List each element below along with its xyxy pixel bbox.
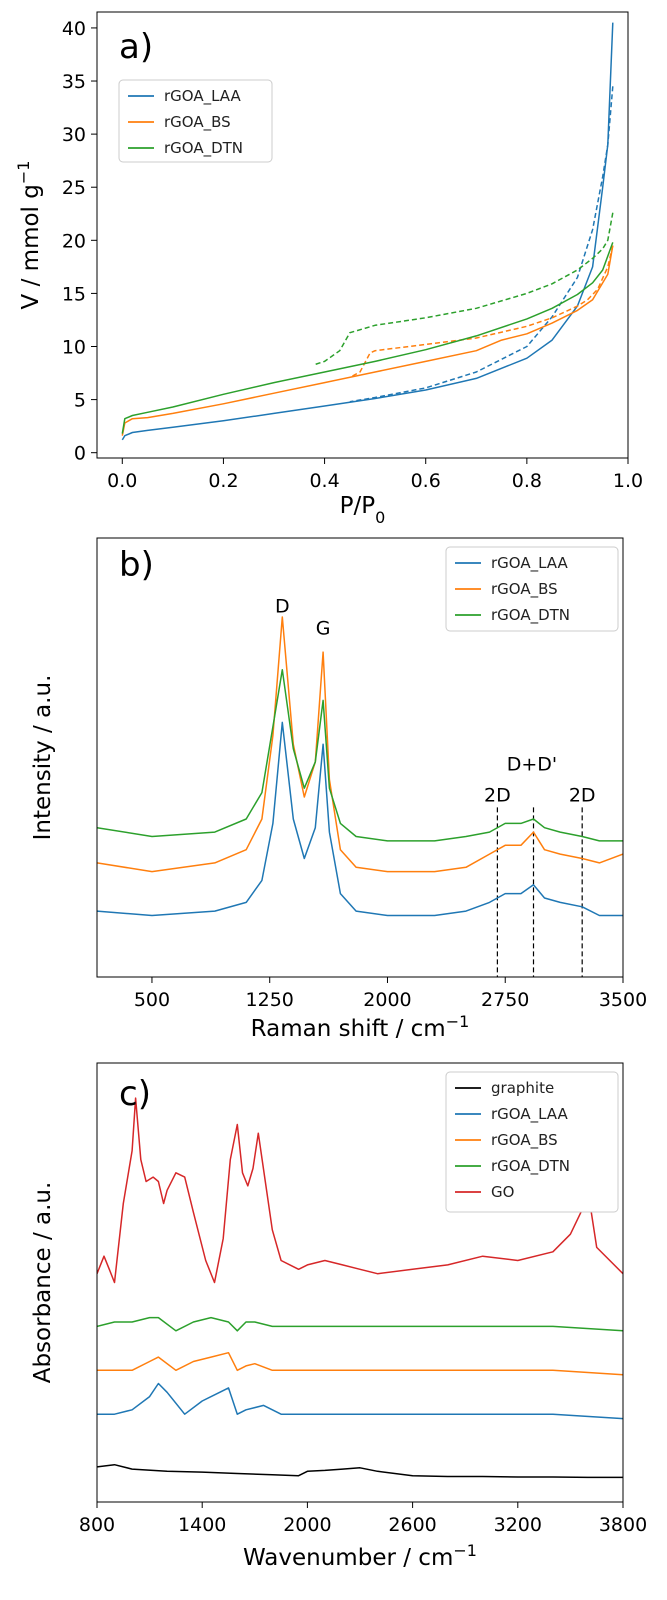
- series-line-rgoa-dtn: [97, 668, 623, 842]
- x-tick-label-0: 500: [134, 989, 170, 1011]
- series-line-rgoa-bs: [121, 245, 614, 436]
- plot-frame: [96, 537, 624, 978]
- x-tick-label-4: 3200: [494, 1514, 542, 1536]
- series-line-desorption-1: [349, 86, 614, 403]
- chart-panel-2: 500 1250 2000 2750 3500 Raman shift / cm−1 Int…: [30, 537, 647, 1043]
- x-tick-label-4: 3500: [599, 989, 647, 1011]
- plot-frame: [96, 1062, 624, 1503]
- x-tick-label-2: 0.4: [309, 470, 339, 492]
- x-tick-label-5: 1.0: [613, 470, 643, 492]
- y-axis-label-superscript: −1: [14, 161, 33, 185]
- y-tick-label-8: 40: [62, 18, 86, 40]
- series-line-rgoa-laa: [97, 721, 623, 917]
- series-line-go: [97, 1097, 623, 1284]
- chart-panel-1: 0.0 0.2 0.4 0.6 0.8 1.0 0 5 10 15 20 25 30 35 40 P/P0 V …: [14, 11, 643, 527]
- y-tick-label-7: 35: [62, 71, 86, 93]
- series-line-rgoa-laa: [97, 1382, 623, 1420]
- x-tick-label-2: 2000: [363, 989, 411, 1011]
- x-tick-label-0: 800: [79, 1514, 115, 1536]
- series-line-rgoa-dtn: [121, 242, 614, 434]
- y-tick-label-6: 30: [62, 124, 86, 146]
- series-line-rgoa-bs: [97, 1351, 623, 1376]
- x-axis-label: Wavenumber / cm−1: [243, 1541, 477, 1572]
- y-axis-label: Absorbance / a.u.: [30, 1182, 56, 1384]
- x-tick-label-4: 0.8: [512, 470, 542, 492]
- legend-box: [118, 79, 273, 163]
- x-tick-label-2: 2000: [283, 1514, 331, 1536]
- y-tick-label-2: 10: [62, 337, 86, 359]
- legend-box: [445, 1071, 619, 1213]
- x-axis-label: Raman shift / cm−1: [251, 1012, 470, 1043]
- peak-annotation-1: D: [275, 596, 290, 618]
- x-tick-label-3: 2750: [481, 989, 529, 1011]
- legend: rGOA_LAA rGOA_BS rGOA_DTN: [445, 546, 619, 632]
- legend-label-go: GO: [491, 1183, 514, 1201]
- series-line-rgoa-bs: [97, 616, 623, 873]
- legend-box: [445, 546, 619, 632]
- peak-annotation-2: G: [316, 618, 331, 640]
- x-axis-label-superscript: −1: [446, 1012, 470, 1031]
- x-axis-label-subscript: 0: [375, 508, 385, 527]
- series-line-rgoa-dtn: [97, 1316, 623, 1332]
- legend-label-graphite: graphite: [491, 1079, 554, 1097]
- y-tick-label-1: 5: [74, 390, 86, 412]
- panel-label: a): [119, 27, 153, 67]
- legend: rGOA_LAA rGOA_BS rGOA_DTN: [118, 79, 273, 163]
- legend-label-rgoa-dtn: rGOA_DTN: [491, 1157, 570, 1176]
- series-line-graphite: [97, 1463, 623, 1479]
- x-tick-label-1: 0.2: [208, 470, 238, 492]
- series-line-desorption-5: [314, 212, 614, 366]
- legend-label-rgoa-laa: rGOA_LAA: [491, 554, 568, 573]
- y-axis-label: V / mmol g−1: [14, 161, 45, 310]
- x-tick-label-1: 1400: [178, 1514, 226, 1536]
- plot-frame: [96, 11, 629, 459]
- x-axis-label: P/P0: [340, 493, 386, 527]
- legend-label-rgoa-bs: rGOA_BS: [164, 113, 231, 132]
- peak-annotation-5: 2D: [569, 784, 596, 806]
- panel-label: c): [119, 1074, 151, 1114]
- x-tick-label-1: 1250: [246, 989, 294, 1011]
- legend-label-rgoa-laa: rGOA_LAA: [491, 1105, 568, 1124]
- legend-label-rgoa-dtn: rGOA_DTN: [164, 139, 243, 158]
- y-tick-label-5: 25: [62, 177, 86, 199]
- y-tick-label-3: 15: [62, 283, 86, 305]
- peak-annotation-4: D+D': [507, 754, 557, 776]
- chart-panel-3: 800 1400 2000 2600 3200 3800 Wavenumber / cm−1…: [30, 1062, 647, 1572]
- x-axis-label-superscript: −1: [453, 1541, 477, 1560]
- legend: graphite rGOA_LAA rGOA_BS rGOA_DTN GO: [445, 1071, 619, 1213]
- legend-label-rgoa-bs: rGOA_BS: [491, 580, 558, 599]
- legend-label-rgoa-laa: rGOA_LAA: [164, 87, 241, 106]
- x-tick-label-0: 0.0: [107, 470, 137, 492]
- y-tick-label-0: 0: [74, 443, 86, 465]
- panel-label: b): [119, 545, 154, 585]
- x-tick-label-3: 0.6: [411, 470, 441, 492]
- y-axis-label: Intensity / a.u.: [30, 675, 56, 841]
- peak-annotation-3: 2D: [484, 784, 511, 806]
- legend-label-rgoa-bs: rGOA_BS: [491, 1131, 558, 1150]
- y-tick-label-4: 20: [62, 230, 86, 252]
- series-line-rgoa-laa: [121, 22, 614, 441]
- x-tick-label-5: 3800: [599, 1514, 647, 1536]
- legend-label-rgoa-dtn: rGOA_DTN: [491, 606, 570, 625]
- x-tick-label-3: 2600: [388, 1514, 436, 1536]
